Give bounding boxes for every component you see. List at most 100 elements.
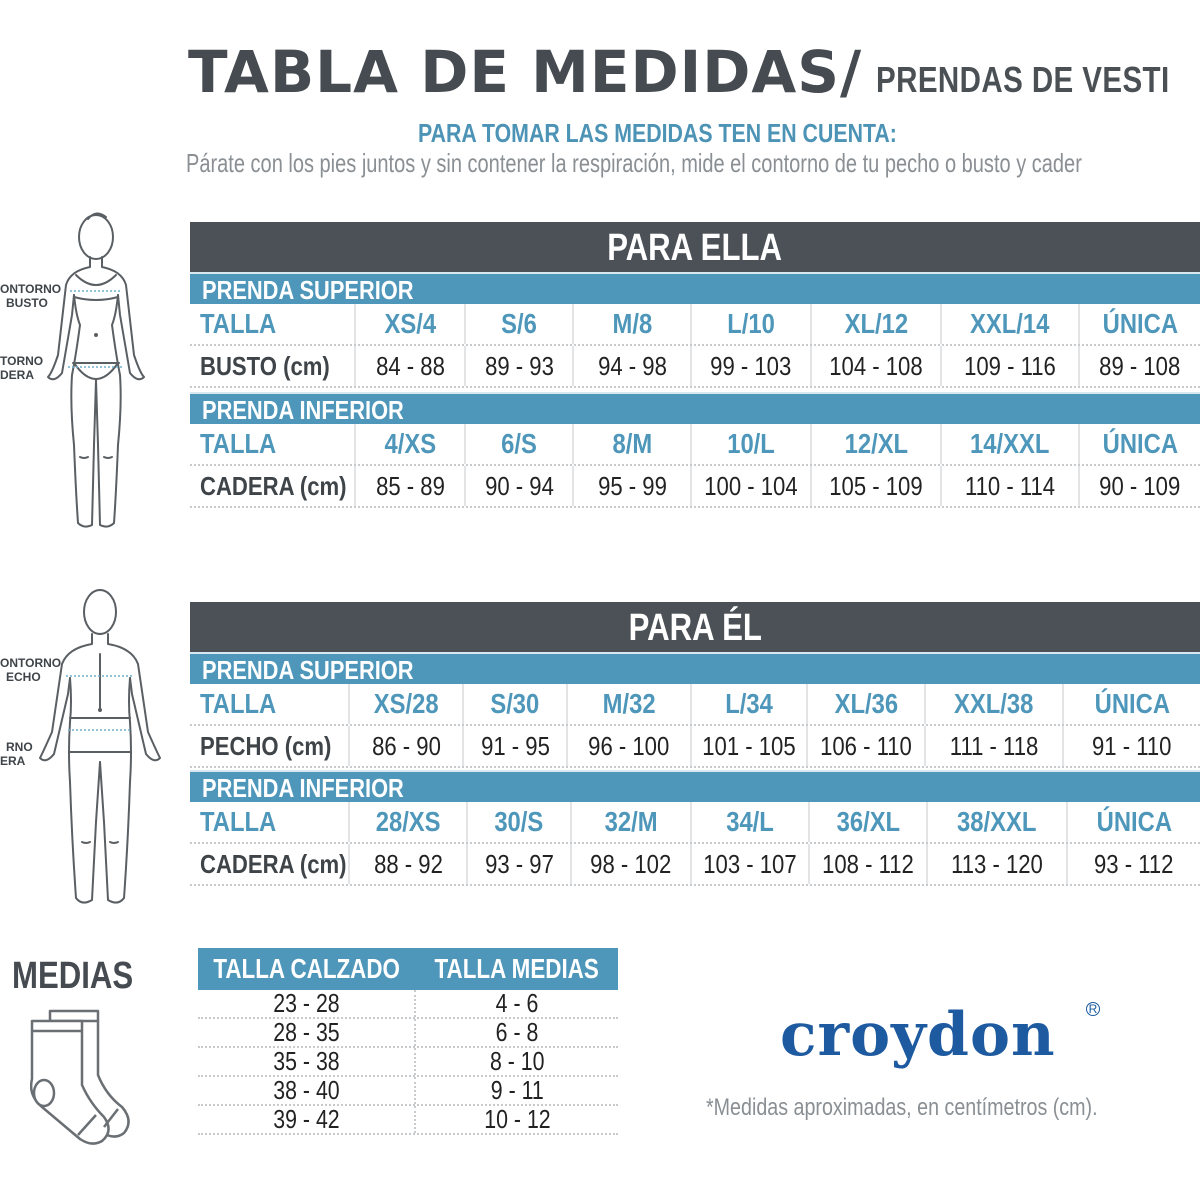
value-cell: 93 - 97 <box>466 844 570 884</box>
woman-bust-label: ONTORNO BUSTO <box>0 282 62 310</box>
size-cell: M/32 <box>566 684 690 724</box>
size-cell: XS/28 <box>348 684 462 724</box>
women-size-table: PARA ELLA PRENDA SUPERIOR TALLA XS/4 S/6… <box>190 222 1200 508</box>
column-header: TALLA CALZADO <box>213 953 401 984</box>
value-cell: 105 - 109 <box>810 466 940 506</box>
croydon-logo: croydon <box>780 1000 1056 1070</box>
value-cell: 108 - 112 <box>808 844 926 884</box>
value-cell: 100 - 104 <box>690 466 810 506</box>
footnote: *Medidas aproximadas, en centímetros (cm… <box>706 1094 1098 1121</box>
measure-label: CADERA (cm) <box>200 848 347 879</box>
shoe-size-cell: 39 - 42 <box>198 1104 416 1134</box>
size-cell: ÚNICA <box>1066 802 1200 842</box>
size-cell: 32/M <box>570 802 690 842</box>
size-cell: 34/L <box>690 802 808 842</box>
table-row: 28 - 35 6 - 8 <box>198 1017 618 1048</box>
size-cell: L/10 <box>690 304 810 344</box>
table-row: BUSTO (cm) 84 - 88 89 - 93 94 - 98 99 - … <box>190 346 1200 388</box>
women-table-title: PARA ELLA <box>190 222 1200 272</box>
size-cell: 4/XS <box>354 424 464 464</box>
value-cell: 91 - 110 <box>1062 726 1200 766</box>
page-subtitle: PRENDAS DE VESTI <box>876 59 1170 100</box>
sock-size-cell: 4 - 6 <box>495 988 539 1018</box>
value-cell: 90 - 109 <box>1078 466 1200 506</box>
page-header: TABLA DE MEDIDAS/PRENDAS DE VESTI <box>188 38 1200 106</box>
size-cell: 38/XXL <box>926 802 1066 842</box>
talla-header: TALLA <box>200 308 277 339</box>
size-cell: 10/L <box>690 424 810 464</box>
size-cell: 12/XL <box>810 424 940 464</box>
woman-figure-illustration <box>40 205 160 540</box>
men-lower-section: PRENDA INFERIOR <box>190 770 1200 803</box>
shoe-size-cell: 38 - 40 <box>198 1075 416 1105</box>
sock-size-cell: 10 - 12 <box>483 1104 551 1134</box>
value-cell: 94 - 98 <box>572 346 690 386</box>
value-cell: 84 - 88 <box>354 346 464 386</box>
women-lower-section: PRENDA INFERIOR <box>190 392 1200 425</box>
man-body-icon <box>39 589 161 904</box>
men-upper-section: PRENDA SUPERIOR <box>190 652 1200 685</box>
socks-title: MEDIAS <box>12 955 134 997</box>
size-cell: XL/12 <box>810 304 940 344</box>
table-row: 23 - 28 4 - 6 <box>198 988 618 1019</box>
value-cell: 106 - 110 <box>806 726 924 766</box>
size-cell: ÚNICA <box>1062 684 1200 724</box>
value-cell: 104 - 108 <box>810 346 940 386</box>
value-cell: 110 - 114 <box>940 466 1078 506</box>
talla-header: TALLA <box>200 806 277 837</box>
column-header: TALLA MEDIAS <box>434 953 600 984</box>
size-cell: XXL/14 <box>940 304 1078 344</box>
shoe-size-cell: 28 - 35 <box>198 1017 416 1047</box>
value-cell: 91 - 95 <box>462 726 566 766</box>
socks-size-table: TALLA CALZADO TALLA MEDIAS 23 - 28 4 - 6… <box>198 948 618 1135</box>
size-cell: XXL/38 <box>924 684 1062 724</box>
table-row: TALLA XS/28 S/30 M/32 L/34 XL/36 XXL/38 … <box>190 684 1200 726</box>
value-cell: 89 - 93 <box>464 346 572 386</box>
value-cell: 86 - 90 <box>348 726 462 766</box>
size-cell: 8/M <box>572 424 690 464</box>
measure-label: CADERA (cm) <box>200 470 347 501</box>
sock-size-cell: 6 - 8 <box>495 1017 539 1047</box>
size-cell: M/8 <box>572 304 690 344</box>
value-cell: 99 - 103 <box>690 346 810 386</box>
women-upper-section: PRENDA SUPERIOR <box>190 272 1200 305</box>
value-cell: 101 - 105 <box>690 726 806 766</box>
value-cell: 95 - 99 <box>572 466 690 506</box>
men-size-table: PARA ÉL PRENDA SUPERIOR TALLA XS/28 S/30… <box>190 602 1200 886</box>
size-cell: 30/S <box>466 802 570 842</box>
table-row: 39 - 42 10 - 12 <box>198 1104 618 1135</box>
table-row: TALLA XS/4 S/6 M/8 L/10 XL/12 XXL/14 ÚNI… <box>190 304 1200 346</box>
value-cell: 88 - 92 <box>348 844 466 884</box>
value-cell: 98 - 102 <box>570 844 690 884</box>
instructions-title: PARA TOMAR LAS MEDIDAS TEN EN CUENTA: <box>418 118 897 148</box>
size-cell: 28/XS <box>348 802 466 842</box>
sock-size-cell: 8 - 10 <box>489 1046 545 1076</box>
man-hip-label: RNO ERA <box>0 740 33 768</box>
value-cell: 90 - 94 <box>464 466 572 506</box>
talla-header: TALLA <box>200 688 277 719</box>
value-cell: 113 - 120 <box>926 844 1066 884</box>
sock-size-cell: 9 - 11 <box>490 1075 544 1105</box>
talla-header: TALLA <box>200 428 277 459</box>
table-row: 38 - 40 9 - 11 <box>198 1075 618 1106</box>
man-figure-illustration <box>30 582 170 917</box>
size-cell: 6/S <box>464 424 572 464</box>
value-cell: 96 - 100 <box>566 726 690 766</box>
value-cell: 109 - 116 <box>940 346 1078 386</box>
page-title: TABLA DE MEDIDAS/ <box>188 38 863 106</box>
measure-label: PECHO (cm) <box>200 730 332 761</box>
size-cell: 36/XL <box>808 802 926 842</box>
value-cell: 103 - 107 <box>690 844 808 884</box>
table-row: CADERA (cm) 88 - 92 93 - 97 98 - 102 103… <box>190 844 1200 886</box>
table-header: TALLA CALZADO TALLA MEDIAS <box>198 948 618 990</box>
value-cell: 93 - 112 <box>1066 844 1200 884</box>
woman-body-icon <box>47 212 145 528</box>
man-chest-label: ONTORNO ECHO <box>0 656 62 684</box>
value-cell: 89 - 108 <box>1078 346 1200 386</box>
value-cell: 85 - 89 <box>354 466 464 506</box>
registered-mark-icon: R <box>1086 1002 1100 1016</box>
socks-icon <box>29 1005 140 1150</box>
table-row: 35 - 38 8 - 10 <box>198 1046 618 1077</box>
woman-hip-label: TORNO DERA <box>0 354 44 382</box>
size-cell: XL/36 <box>806 684 924 724</box>
